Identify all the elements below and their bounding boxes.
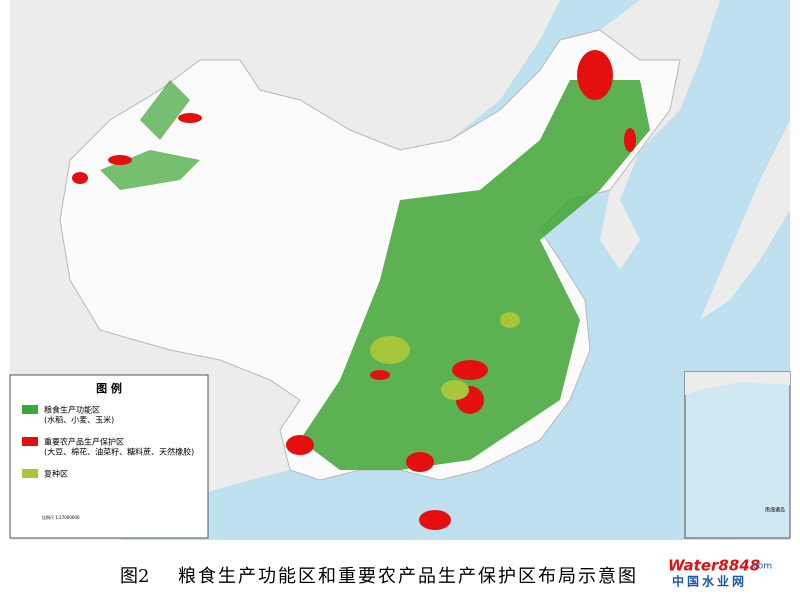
caption-title: 粮食生产功能区和重要农产品生产保护区布局示意图 — [178, 566, 638, 587]
watermark-domain: .com — [750, 562, 772, 572]
caption-figure: 图2 — [120, 566, 149, 587]
watermark-name: 中国水业网 — [672, 574, 747, 589]
legend-swatch — [22, 437, 38, 446]
legend-swatch — [22, 405, 38, 414]
legend-label: 重要农产品生产保护区 — [44, 437, 124, 447]
scale: 比例尺 1:27000000 — [42, 514, 80, 520]
protection-zones — [72, 50, 718, 530]
legend-note: (水稻、小麦、玉米) — [44, 415, 114, 425]
inset-land — [685, 372, 790, 395]
legend-box — [9, 374, 209, 539]
legend-swatch — [22, 469, 38, 478]
watermark-brand: Water8848 — [668, 557, 760, 575]
legend-note: (大豆、棉花、油菜籽、糖料蔗、天然橡胶) — [44, 447, 194, 457]
japan — [700, 120, 790, 320]
inset-label: 南海诸岛 — [765, 507, 785, 514]
legend-title: 图 例 — [96, 381, 122, 395]
legend-items: 粮食生产功能区(水稻、小麦、玉米) 重要农产品生产保护区(大豆、棉花、油菜籽、糖料… — [22, 405, 194, 479]
legend-label: 复种区 — [44, 469, 68, 479]
multi-crop-zones — [370, 312, 520, 400]
legend-label: 粮食生产功能区 — [44, 405, 100, 415]
